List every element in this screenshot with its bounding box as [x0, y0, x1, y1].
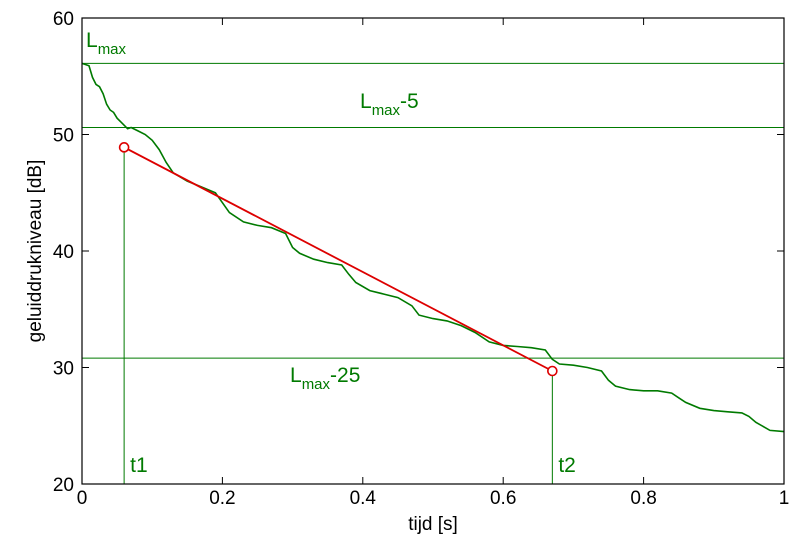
y-tick-label-2: 40 — [53, 242, 74, 263]
series-layer — [81, 62, 785, 433]
series-line-decay — [81, 62, 785, 433]
reference-label-h-0: Lmax — [86, 29, 127, 58]
fit-point-0 — [118, 142, 130, 153]
reference-label-h-1: Lmax-5 — [360, 90, 419, 119]
x-tick-label-0: 0 — [77, 488, 88, 509]
fit-point-1 — [547, 365, 558, 377]
reference-labels: Lmax Lmax-5 Lmax-25 t1 t2 — [86, 29, 576, 477]
x-tick-label-1: 0.2 — [209, 488, 235, 509]
y-tick-label-1: 30 — [53, 359, 74, 380]
y-axis-title: geluiddrukniveau [dB] — [25, 160, 46, 343]
reference-lines — [82, 62, 784, 484]
x-tick-label-3: 0.6 — [490, 488, 516, 509]
reference-label-v-0: t1 — [130, 454, 148, 477]
series-line-fit — [123, 146, 553, 372]
x-tick-label-2: 0.4 — [350, 488, 377, 509]
reference-label-v-1: t2 — [558, 454, 576, 477]
plot-background — [82, 18, 784, 484]
x-tick-label-5: 1 — [779, 488, 790, 509]
x-axis-title: tijd [s] — [408, 514, 458, 535]
y-tick-label-3: 50 — [53, 126, 74, 147]
y-tick-label-0: 20 — [53, 475, 74, 496]
axis-ticks: 0 0.2 0.4 0.6 0.8 1 20 30 40 50 60 — [53, 9, 789, 509]
y-tick-label-4: 60 — [53, 9, 74, 30]
reference-label-h-2: Lmax-25 — [290, 364, 360, 393]
x-tick-label-4: 0.8 — [630, 488, 656, 509]
